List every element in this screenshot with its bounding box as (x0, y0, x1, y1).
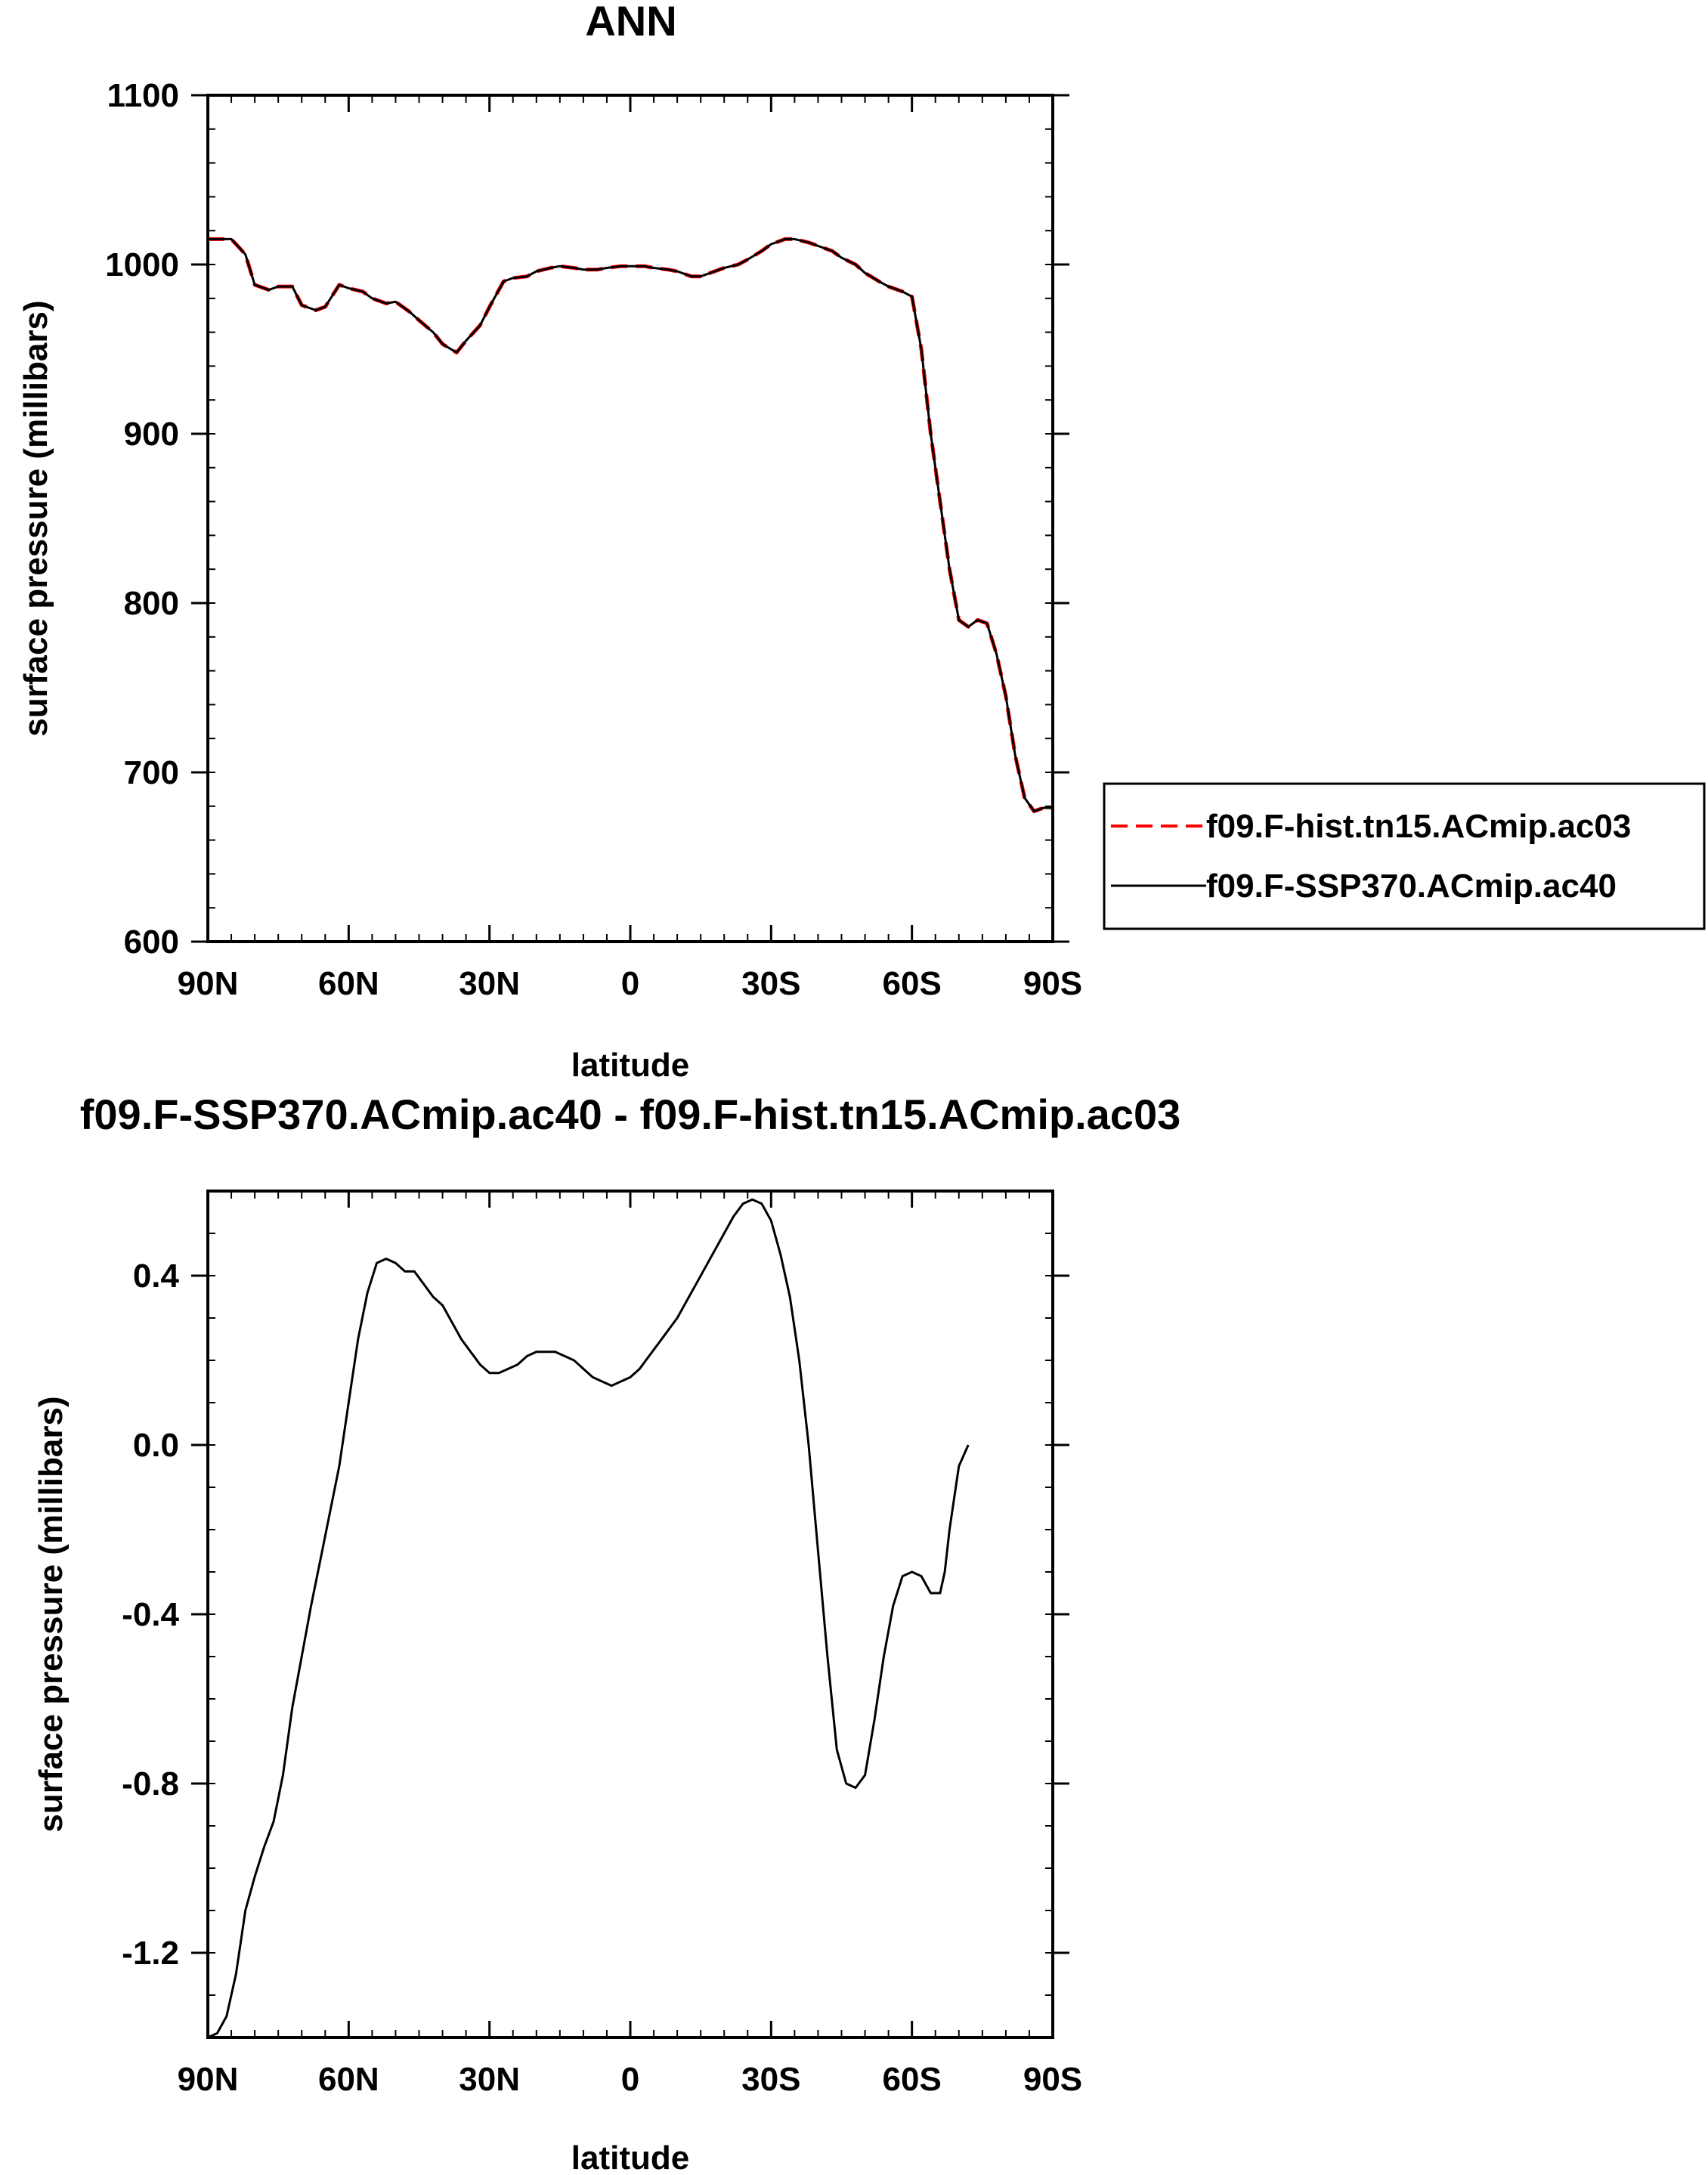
series-line-f09-f-ssp370-acmip-ac40 (208, 237, 1053, 812)
y-tick-label: 1000 (105, 246, 179, 283)
legend-box (1103, 782, 1706, 930)
x-tick-label: 30N (459, 965, 520, 1002)
legend-label-ssp370: f09.F-SSP370.ACmip.ac40 (1206, 868, 1617, 905)
x-axis-label: latitude (571, 1047, 689, 1084)
x-tick-label: 60N (318, 965, 379, 1002)
legend: f09.F-hist.tn15.ACmip.ac03 f09.F-SSP370.… (1103, 782, 1706, 930)
x-tick-label: 60S (883, 965, 942, 1002)
chart-title: ANN (585, 0, 676, 45)
x-tick-label: 0 (621, 965, 639, 1002)
chart-ann: ANN 90N 60N 30N 0 30S 60S 90S 600 700 800 900 1000 1… (17, 0, 1082, 1084)
y-tick-label: 800 (124, 585, 179, 622)
y-tick-label: -0.4 (122, 1596, 179, 1633)
y-axis-label: surface pressure (millibars) (32, 1396, 70, 1832)
x-tick-label: 90S (1023, 2061, 1082, 2098)
series-line-f09-f-hist-tn15-acmip-ac03 (208, 237, 1053, 813)
x-tick-label: 30N (459, 2061, 520, 2098)
y-tick-label: -0.8 (122, 1765, 179, 1802)
y-tick-label: 0.0 (133, 1427, 179, 1464)
chart-title: f09.F-SSP370.ACmip.ac40 - f09.F-hist.tn1… (80, 1091, 1181, 1138)
y-tick-label: 700 (124, 754, 179, 791)
y-tick-label: -1.2 (122, 1935, 179, 1972)
x-tick-label: 60N (318, 2061, 379, 2098)
y-tick-label: 900 (124, 416, 179, 453)
y-tick-label: 600 (124, 924, 179, 961)
x-tick-label: 60S (883, 2061, 942, 2098)
x-axis-label: latitude (571, 2139, 689, 2175)
y-tick-label: 1100 (107, 77, 179, 114)
y-tick-label: 0.4 (133, 1258, 180, 1295)
series-line-difference (207, 1198, 970, 2039)
x-tick-label: 90N (178, 2061, 239, 2098)
plot-frame (206, 1190, 1054, 2039)
x-tick-label: 90S (1023, 965, 1082, 1002)
x-tick-label: 30S (741, 965, 800, 1002)
chart-difference: f09.F-SSP370.ACmip.ac40 - f09.F-hist.tn1… (32, 1091, 1180, 2175)
x-tick-label: 30S (741, 2061, 800, 2098)
x-tick-label: 0 (621, 2061, 639, 2098)
legend-label-hist: f09.F-hist.tn15.ACmip.ac03 (1206, 808, 1631, 845)
plot-frame (206, 94, 1054, 943)
x-tick-label: 90N (178, 965, 239, 1002)
y-axis-label: surface pressure (millibars) (17, 300, 54, 736)
